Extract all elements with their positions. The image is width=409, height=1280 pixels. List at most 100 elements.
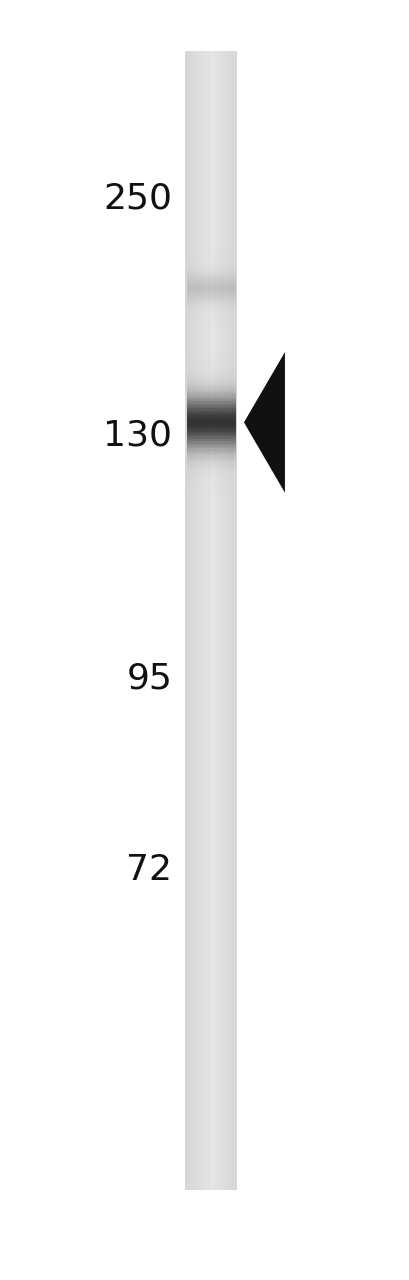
Bar: [186, 261, 235, 262]
Bar: [186, 324, 235, 325]
Bar: [186, 485, 235, 488]
Bar: [185, 51, 187, 1190]
Bar: [186, 443, 235, 445]
Bar: [186, 302, 235, 303]
Bar: [186, 291, 235, 292]
Bar: [186, 383, 235, 385]
Bar: [234, 51, 236, 1190]
Bar: [187, 51, 190, 1190]
Bar: [186, 270, 235, 271]
Bar: [186, 479, 235, 481]
Polygon shape: [243, 352, 284, 493]
Bar: [216, 51, 218, 1190]
Bar: [186, 307, 235, 308]
Bar: [186, 257, 235, 259]
Text: 95: 95: [126, 662, 172, 695]
Bar: [229, 51, 231, 1190]
Bar: [186, 490, 235, 493]
Bar: [186, 323, 235, 324]
Bar: [186, 366, 235, 369]
Bar: [224, 51, 226, 1190]
Bar: [186, 284, 235, 285]
Bar: [186, 431, 235, 434]
Bar: [186, 408, 235, 411]
Bar: [186, 457, 235, 460]
Bar: [186, 462, 235, 465]
Bar: [186, 397, 235, 399]
Bar: [226, 51, 229, 1190]
Bar: [186, 250, 235, 251]
Bar: [186, 312, 235, 314]
Bar: [186, 425, 235, 428]
Bar: [186, 306, 235, 307]
Bar: [186, 453, 235, 456]
Bar: [186, 283, 235, 284]
Bar: [186, 255, 235, 256]
Bar: [186, 375, 235, 378]
Bar: [186, 415, 235, 417]
Bar: [186, 442, 235, 444]
Bar: [186, 364, 235, 366]
Bar: [186, 361, 235, 364]
Bar: [186, 264, 235, 265]
Bar: [186, 316, 235, 317]
Bar: [186, 314, 235, 315]
Bar: [186, 256, 235, 257]
Bar: [186, 303, 235, 305]
Bar: [186, 292, 235, 293]
Bar: [186, 287, 235, 288]
Bar: [186, 434, 235, 436]
Bar: [186, 394, 235, 397]
Bar: [186, 357, 235, 358]
Bar: [186, 358, 235, 361]
Bar: [186, 271, 235, 273]
Bar: [186, 484, 235, 486]
Bar: [186, 305, 235, 306]
Bar: [186, 430, 235, 431]
Bar: [186, 456, 235, 457]
Bar: [186, 406, 235, 408]
Bar: [186, 282, 235, 283]
Bar: [186, 439, 235, 442]
Bar: [186, 265, 235, 266]
Bar: [186, 296, 235, 297]
Bar: [186, 374, 235, 375]
Bar: [190, 51, 193, 1190]
Bar: [186, 476, 235, 479]
Bar: [186, 470, 235, 472]
Bar: [211, 51, 213, 1190]
Bar: [218, 51, 221, 1190]
Bar: [186, 451, 235, 453]
Bar: [186, 280, 235, 282]
Bar: [186, 385, 235, 387]
Bar: [186, 317, 235, 319]
Bar: [186, 422, 235, 425]
Bar: [186, 392, 235, 394]
Bar: [186, 389, 235, 392]
Bar: [198, 51, 200, 1190]
Bar: [208, 51, 211, 1190]
Bar: [186, 481, 235, 484]
Bar: [186, 467, 235, 470]
Bar: [186, 355, 235, 357]
Text: 250: 250: [103, 182, 172, 215]
Bar: [186, 275, 235, 276]
Bar: [186, 428, 235, 430]
Bar: [186, 260, 235, 261]
Bar: [186, 301, 235, 302]
Bar: [186, 413, 235, 415]
Bar: [186, 266, 235, 268]
Bar: [186, 352, 235, 355]
Bar: [186, 378, 235, 380]
Bar: [221, 51, 223, 1190]
Bar: [186, 268, 235, 269]
Bar: [186, 293, 235, 294]
Bar: [186, 380, 235, 383]
Bar: [186, 319, 235, 320]
Bar: [186, 253, 235, 255]
Bar: [186, 308, 235, 310]
Bar: [186, 448, 235, 451]
Bar: [186, 274, 235, 275]
Bar: [186, 321, 235, 323]
Bar: [231, 51, 234, 1190]
